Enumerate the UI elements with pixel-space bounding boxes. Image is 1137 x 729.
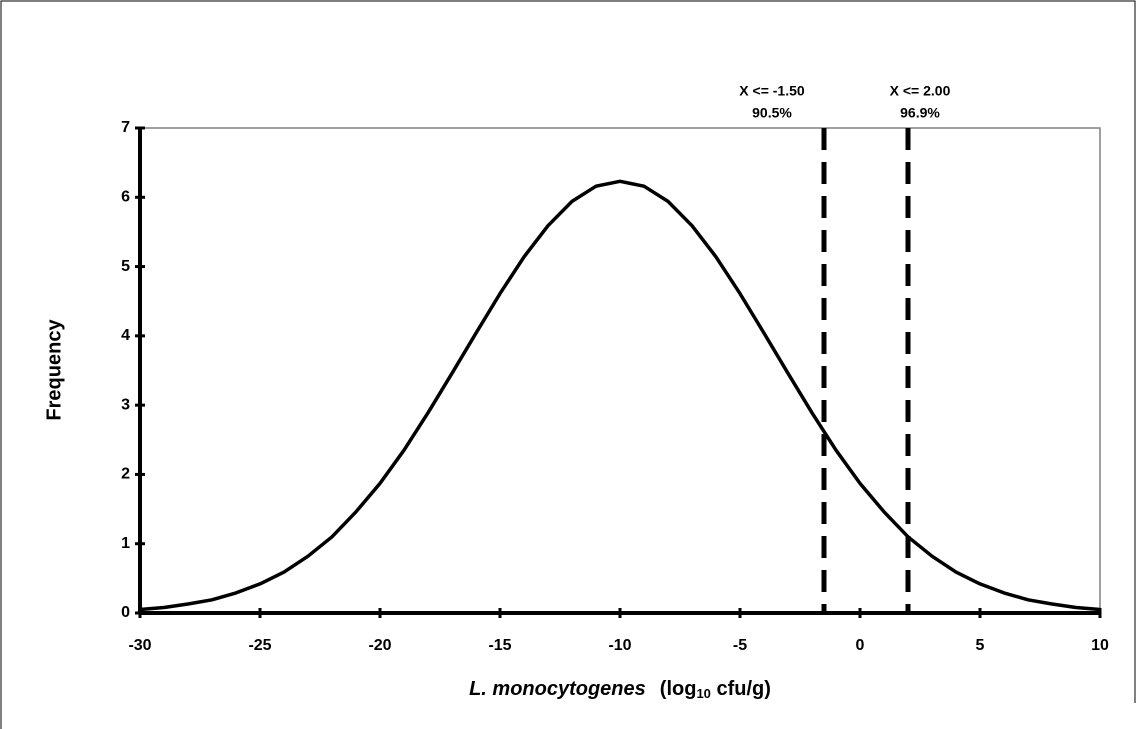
y-tick-label: 5	[121, 258, 130, 275]
y-tick-label: 7	[121, 119, 130, 136]
y-tick-label: 3	[121, 396, 130, 413]
x-tick-label: 10	[1091, 637, 1109, 654]
x-tick-label: -20	[368, 637, 391, 654]
x-label-tail: cfu/g)	[711, 678, 771, 700]
x-tick-label: -5	[733, 637, 747, 654]
x-tick-label: -15	[488, 637, 511, 654]
marker-label: X <= 2.00	[890, 83, 951, 99]
y-axis-label: Frequency	[43, 319, 65, 421]
marker-percent: 96.9%	[900, 105, 940, 121]
x-tick-label: 5	[976, 637, 985, 654]
x-tick-label: -10	[608, 637, 631, 654]
y-tick-label: 2	[121, 466, 130, 483]
x-label-text: (log	[660, 678, 697, 700]
x-tick-label: -25	[248, 637, 271, 654]
y-tick-label: 6	[121, 189, 130, 206]
x-tick-label: 0	[856, 637, 865, 654]
x-tick-label: -30	[128, 637, 151, 654]
curve	[139, 179, 1101, 612]
marker-label: X <= -1.50	[739, 83, 805, 99]
plot-area	[139, 127, 1101, 614]
y-tick-label: 1	[121, 535, 130, 552]
y-tick-label: 0	[121, 604, 130, 621]
x-axis-label: L. monocytogenes (log10 cfu/g)	[469, 678, 771, 701]
x-label-sub: 10	[696, 686, 710, 701]
marker-percent: 90.5%	[752, 105, 792, 121]
y-tick-label: 4	[121, 327, 130, 344]
x-label-italic: L. monocytogenes	[469, 678, 646, 700]
